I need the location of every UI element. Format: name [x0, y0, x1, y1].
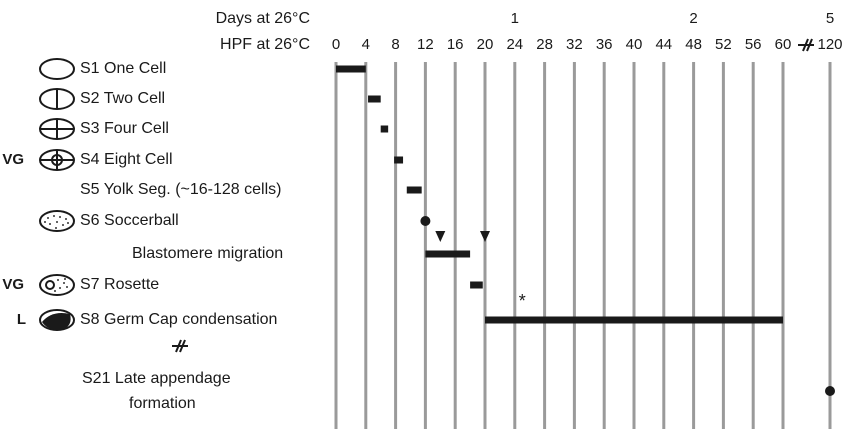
x-axis-label: HPF at 26°C — [220, 36, 310, 53]
row-label: S7 Rosette — [80, 276, 159, 293]
stage-bar — [368, 95, 381, 103]
row-label: S2 Two Cell — [80, 90, 165, 107]
row-label: S6 Soccerball — [80, 212, 179, 229]
row-prefix: VG — [2, 276, 24, 293]
stage-bar — [406, 186, 422, 194]
x-tick-label: 20 — [477, 36, 494, 53]
x-tick-label: 28 — [536, 36, 553, 53]
event-triangle — [480, 231, 490, 242]
day-tick-label: 1 — [511, 10, 519, 27]
annotation: * — [519, 291, 526, 311]
x-tick-label: 32 — [566, 36, 583, 53]
x-tick-label: 36 — [596, 36, 613, 53]
row-label: S8 Germ Cap condensation — [80, 311, 277, 328]
x-tick-label: 4 — [362, 36, 370, 53]
x-tick-label: 120 — [817, 36, 842, 53]
row-break — [172, 339, 188, 353]
stage-bar — [425, 250, 471, 258]
row-prefix: L — [17, 311, 26, 328]
x-tick-label: 16 — [447, 36, 464, 53]
x-tick-label: 0 — [332, 36, 340, 53]
row-label: S1 One Cell — [80, 60, 166, 77]
row-label: S21 Late appendage — [82, 370, 231, 387]
day-tick-label: 2 — [689, 10, 697, 27]
row-label: S4 Eight Cell — [80, 151, 173, 168]
stage-bar — [380, 125, 389, 133]
row-label: Blastomere migration — [132, 245, 283, 262]
x-tick-label: 40 — [626, 36, 643, 53]
stage-bar — [394, 156, 404, 164]
x-tick-label: 24 — [506, 36, 523, 53]
axis-break — [798, 38, 814, 52]
x-tick-label: 56 — [745, 36, 762, 53]
day-tick-label: 5 — [826, 10, 834, 27]
row-label: S3 Four Cell — [80, 120, 169, 137]
row-label: S5 Yolk Seg. (~16-128 cells) — [80, 181, 281, 198]
x-tick-label: 44 — [655, 36, 672, 53]
stage-bar — [485, 316, 783, 324]
event-triangle — [435, 231, 446, 242]
x-tick-label: 60 — [775, 36, 792, 53]
x-tick-label: 8 — [391, 36, 399, 53]
day-axis-label: Days at 26°C — [216, 10, 310, 27]
x-tick-label: 12 — [417, 36, 434, 53]
event-dot — [420, 216, 431, 226]
event-dot — [825, 386, 835, 396]
stage-bar — [470, 281, 483, 289]
x-tick-label: 52 — [715, 36, 732, 53]
row-label: formation — [129, 395, 196, 412]
x-tick-label: 48 — [685, 36, 702, 53]
row-prefix: VG — [2, 151, 24, 168]
stage-bar — [336, 65, 366, 73]
stage-icons — [39, 58, 75, 331]
